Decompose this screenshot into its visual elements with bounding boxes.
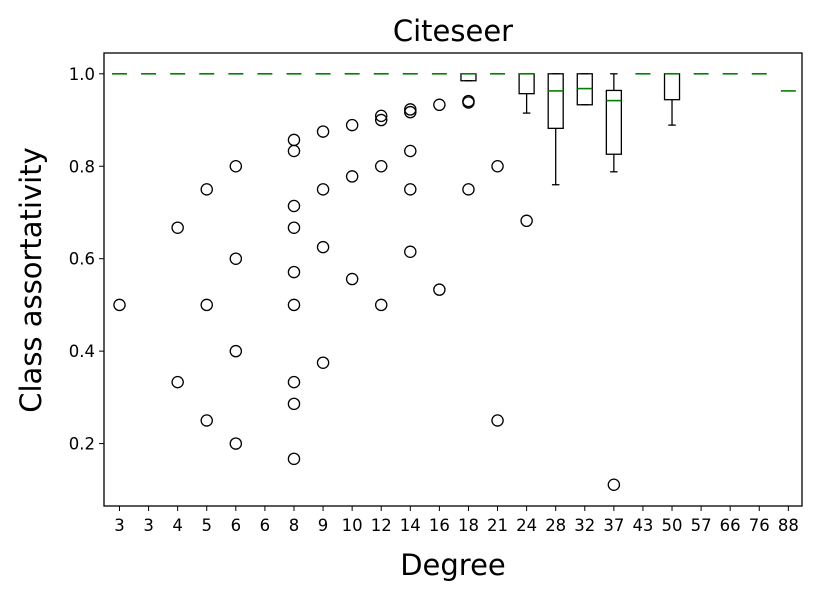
outlier-point — [316, 183, 330, 196]
x-tick-label: 21 — [487, 516, 508, 535]
outlier-point — [462, 183, 475, 196]
outlier-point — [491, 159, 504, 173]
outlier-point — [462, 96, 475, 109]
outlier-point — [229, 344, 243, 358]
x-tick-label: 76 — [749, 516, 770, 535]
outlier-point — [287, 199, 301, 213]
x-tick-label: 66 — [720, 516, 741, 535]
outlier-point — [229, 252, 243, 265]
x-tick-label: 12 — [371, 516, 392, 535]
outlier-point — [200, 298, 213, 312]
outlier-point — [229, 437, 243, 450]
box — [663, 73, 681, 101]
outlier-point — [287, 375, 301, 389]
x-axis-label: Degree — [400, 548, 506, 582]
chart-title: Citeseer — [393, 14, 513, 48]
outlier-point — [404, 245, 417, 259]
box — [518, 73, 535, 95]
y-tick-label: 0.8 — [69, 157, 95, 176]
x-tick-label: 28 — [545, 516, 566, 535]
outlier-point — [229, 159, 243, 173]
x-tick-label: 18 — [458, 516, 479, 535]
outlier-point — [374, 113, 388, 127]
box-group — [518, 73, 535, 114]
y-tick-label: 0.2 — [69, 435, 95, 454]
outlier-point — [287, 298, 301, 312]
x-tick-label: 10 — [342, 516, 363, 535]
outlier-point — [316, 125, 330, 138]
box — [460, 73, 477, 82]
outlier-point — [433, 98, 446, 112]
box-group — [547, 73, 564, 186]
y-axis: 0.2 0.4 0.6 0.8 1.0 — [69, 65, 104, 454]
box-group — [663, 73, 681, 126]
x-tick-label: 50 — [662, 516, 683, 535]
outlier-point — [374, 298, 388, 312]
outlier-point — [374, 159, 388, 173]
outlier-point — [287, 265, 301, 279]
outlier-point — [200, 414, 213, 427]
outlier-point — [200, 183, 213, 196]
x-tick-label: 14 — [400, 516, 421, 535]
x-tick-label: 43 — [632, 516, 653, 535]
y-tick-label: 0.4 — [69, 342, 95, 361]
outlier-point — [171, 375, 184, 389]
x-axis: 3 3 4 5 6 6 8 9 10 12 14 16 18 21 24 28 32 37 43 50 57 66 76 88 — [114, 506, 799, 535]
box-group — [460, 73, 477, 82]
outlier-point — [287, 452, 301, 466]
outlier-point — [316, 240, 330, 254]
outlier-point — [607, 478, 621, 491]
x-tick-label: 3 — [143, 516, 154, 535]
outlier-point — [345, 118, 359, 132]
x-tick-label: 57 — [691, 516, 712, 535]
x-tick-label: 16 — [429, 516, 450, 535]
outlier-point — [345, 170, 359, 183]
outlier-point — [345, 272, 359, 286]
plot-frame — [103, 52, 803, 507]
x-tick-label: 8 — [289, 516, 300, 535]
y-axis-label: Class assortativity — [14, 147, 48, 413]
x-tick-label: 4 — [172, 516, 183, 535]
outlier-point — [287, 397, 301, 411]
x-tick-label: 37 — [603, 516, 624, 535]
outlier-point — [433, 283, 446, 296]
box-group — [605, 73, 623, 173]
y-tick-label: 0.6 — [69, 250, 95, 269]
y-tick-label: 1.0 — [69, 65, 95, 84]
x-tick-label: 88 — [778, 516, 799, 535]
outlier-point — [404, 103, 417, 116]
outlier-point — [171, 221, 184, 234]
outlier-point — [287, 133, 301, 147]
outlier-point — [404, 105, 417, 119]
x-tick-label: 9 — [318, 516, 329, 535]
outlier-point — [316, 356, 330, 369]
outlier-point — [520, 214, 533, 228]
x-tick-label: 6 — [260, 516, 271, 535]
box — [547, 73, 564, 129]
x-tick-label: 5 — [201, 516, 212, 535]
outlier-point — [404, 183, 417, 196]
x-tick-label: 6 — [231, 516, 242, 535]
plot-area — [112, 73, 796, 491]
outlier-point — [491, 414, 504, 427]
outlier-point — [287, 221, 301, 234]
x-tick-label: 24 — [516, 516, 537, 535]
x-tick-label: 3 — [114, 516, 125, 535]
outlier-point — [404, 144, 417, 158]
x-tick-label: 32 — [574, 516, 595, 535]
outlier-point — [287, 144, 301, 158]
outlier-point — [374, 109, 388, 123]
outlier-point — [113, 298, 126, 312]
